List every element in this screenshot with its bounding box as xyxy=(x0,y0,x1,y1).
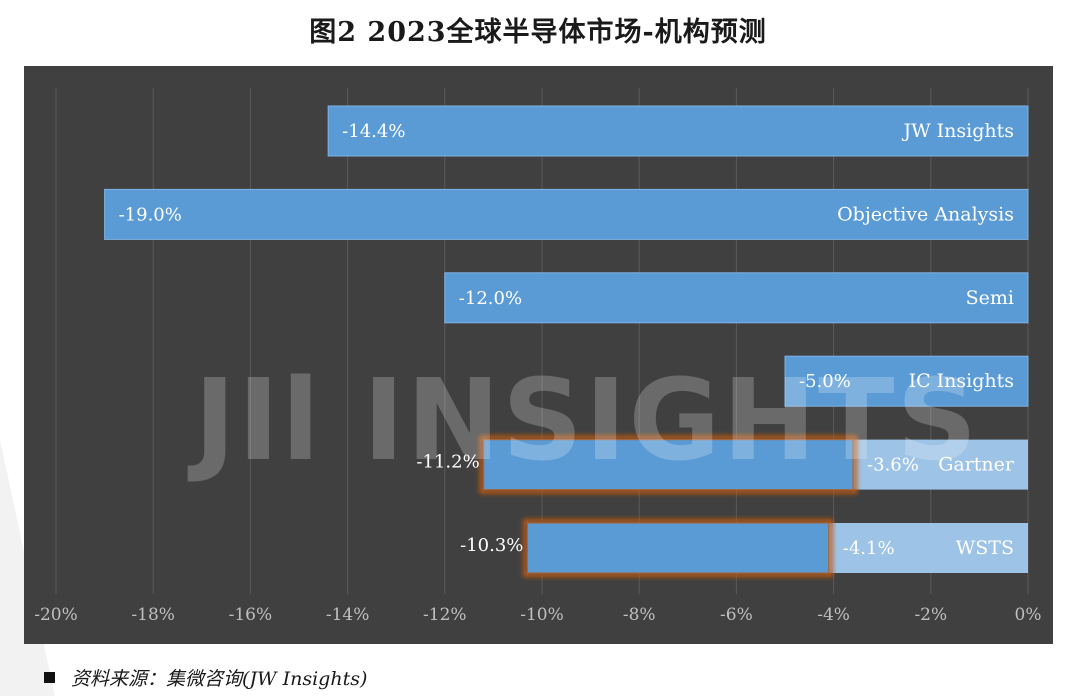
x-tick-label: 0% xyxy=(1015,605,1042,625)
x-tick-label: -8% xyxy=(623,605,656,625)
data-label-outer: -11.2% xyxy=(416,452,479,473)
x-tick-label: -2% xyxy=(914,605,947,625)
bar xyxy=(526,522,830,574)
x-tick-label: -6% xyxy=(720,605,753,625)
data-label: -14.4% xyxy=(342,121,405,142)
category-label: WSTS xyxy=(956,537,1014,559)
x-tick-label: -20% xyxy=(34,605,78,625)
category-label: JW Insights xyxy=(901,120,1014,142)
x-tick-label: -4% xyxy=(817,605,850,625)
bar-glow xyxy=(523,519,833,577)
category-label: Objective Analysis xyxy=(837,203,1014,225)
bar xyxy=(104,188,1029,240)
category-label: Gartner xyxy=(938,454,1015,476)
bar-glow xyxy=(479,435,858,494)
square-bullet-icon xyxy=(44,672,55,683)
source-text: 资料来源：集微咨询(JW Insights) xyxy=(71,668,368,690)
bar xyxy=(784,355,1029,407)
source-note: 资料来源：集微咨询(JW Insights) xyxy=(44,664,367,691)
x-tick-label: -10% xyxy=(520,605,564,625)
data-label-inner: -4.1% xyxy=(843,538,895,559)
bar-segment-light xyxy=(853,439,1028,490)
bar xyxy=(483,439,854,491)
data-label-outer: -10.3% xyxy=(460,535,523,556)
bar-chart: -14.4% JW Insights -19.0% Objective Analysi… xyxy=(34,88,1042,625)
category-label: IC Insights xyxy=(909,370,1014,392)
category-label: Semi xyxy=(966,287,1014,309)
chart-panel: -14.4% JW Insights -19.0% Objective Analysi… xyxy=(24,66,1053,644)
x-tick-label: -14% xyxy=(326,605,370,625)
bar xyxy=(327,105,1029,157)
data-label: -5.0% xyxy=(799,371,851,392)
bar xyxy=(444,272,1029,324)
chart-title: 图2 2023全球半导体市场-机构预测 xyxy=(309,17,767,48)
data-label: -19.0% xyxy=(119,204,182,225)
bar-segment-light xyxy=(828,523,1028,573)
data-label-inner: -3.6% xyxy=(867,455,919,476)
data-label: -12.0% xyxy=(459,288,522,309)
x-tick-label: -12% xyxy=(423,605,467,625)
x-tick-label: -16% xyxy=(229,605,273,625)
x-tick-label: -18% xyxy=(131,605,175,625)
